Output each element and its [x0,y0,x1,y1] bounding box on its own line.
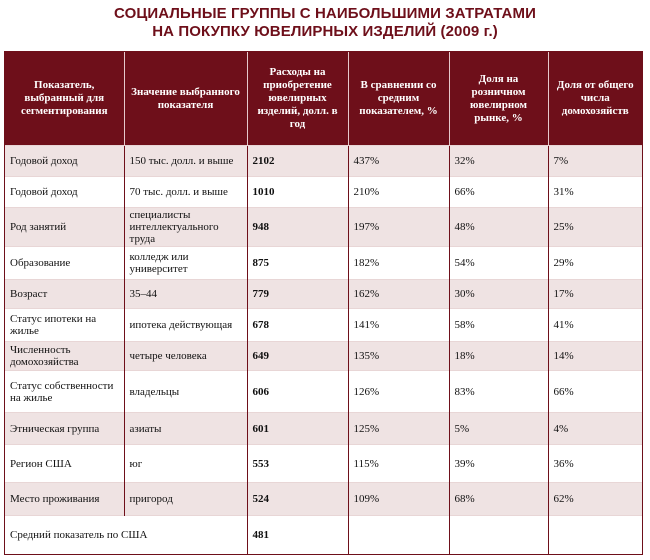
table-row: Статус ипотеки на жилье ипотека действую… [5,308,642,342]
cell-household-share: 62% [547,482,642,516]
footer-empty-cell [547,515,642,554]
jewelry-spending-table-frame: Показатель, выбранный для сегментировани… [4,51,643,555]
cell-expense: 2102 [246,145,348,177]
cell-market-share: 83% [448,370,548,413]
cell-market-share: 32% [448,145,548,177]
table-body: Годовой доход 150 тыс. долл. и выше 2102… [5,145,642,554]
cell-value: 150 тыс. долл. и выше [123,145,247,177]
table-row: Регион США юг 553 115% 39% 36% [5,444,642,483]
cell-expense: 1010 [246,176,348,208]
cell-market-share: 66% [448,176,548,208]
cell-market-share: 54% [448,246,548,280]
cell-indicator: Статус ипотеки на жилье [5,308,124,342]
header-vs-average: В сравнении со средним показателем, % [347,52,449,146]
cell-vs-average: 109% [347,482,449,516]
page-title: СОЦИАЛЬНЫЕ ГРУППЫ С НАИБОЛЬШИМИ ЗАТРАТАМ… [0,0,650,49]
cell-expense: 948 [246,207,348,247]
cell-household-share: 17% [547,279,642,309]
table-row: Род занятий специалисты интеллектуальног… [5,207,642,247]
header-value: Значение выбранного показателя [123,52,247,146]
cell-indicator: Род занятий [5,207,124,247]
cell-value: владельцы [123,370,247,413]
table-row: Возраст 35–44 779 162% 30% 17% [5,279,642,309]
title-line-1: СОЦИАЛЬНЫЕ ГРУППЫ С НАИБОЛЬШИМИ ЗАТРАТАМ… [114,5,536,22]
table-row: Статус собственности на жилье владельцы … [5,370,642,413]
cell-household-share: 7% [547,145,642,177]
footer-empty-cell [448,515,548,554]
cell-value: ипотека действующая [123,308,247,342]
cell-value: колледж или университет [123,246,247,280]
cell-value: юг [123,444,247,483]
jewelry-spending-table: Показатель, выбранный для сегментировани… [5,52,642,554]
cell-value: пригород [123,482,247,516]
cell-indicator: Статус собственности на жилье [5,370,124,413]
cell-vs-average: 126% [347,370,449,413]
cell-expense: 779 [246,279,348,309]
cell-vs-average: 182% [347,246,449,280]
table-row: Численность домохозяйства четыре человек… [5,341,642,371]
cell-indicator: Годовой доход [5,176,124,208]
table-footer-row: Средний показатель по США 481 [5,515,642,554]
cell-value: 35–44 [123,279,247,309]
cell-vs-average: 210% [347,176,449,208]
cell-indicator: Образование [5,246,124,280]
cell-indicator: Численность домохозяйства [5,341,124,371]
header-row: Показатель, выбранный для сегментировани… [5,52,642,146]
cell-expense: 649 [246,341,348,371]
cell-vs-average: 135% [347,341,449,371]
cell-household-share: 4% [547,412,642,445]
title-line-2: НА ПОКУПКУ ЮВЕЛИРНЫХ ИЗДЕЛИЙ (2009 г.) [152,23,498,40]
cell-market-share: 39% [448,444,548,483]
cell-household-share: 36% [547,444,642,483]
cell-value: азиаты [123,412,247,445]
cell-market-share: 18% [448,341,548,371]
table-row: Место проживания пригород 524 109% 68% 6… [5,482,642,516]
cell-indicator: Регион США [5,444,124,483]
footer-empty-cell [347,515,449,554]
table-row: Годовой доход 150 тыс. долл. и выше 2102… [5,145,642,177]
cell-indicator: Место проживания [5,482,124,516]
header-household-share: Доля от общего числа домохозяйств [547,52,642,146]
cell-market-share: 58% [448,308,548,342]
cell-vs-average: 437% [347,145,449,177]
cell-expense: 524 [246,482,348,516]
cell-expense: 606 [246,370,348,413]
cell-vs-average: 141% [347,308,449,342]
footer-expense: 481 [246,515,348,554]
cell-expense: 678 [246,308,348,342]
table-row: Годовой доход 70 тыс. долл. и выше 1010 … [5,176,642,208]
cell-market-share: 30% [448,279,548,309]
footer-label: Средний показатель по США [5,515,247,554]
cell-market-share: 48% [448,207,548,247]
cell-household-share: 29% [547,246,642,280]
cell-expense: 553 [246,444,348,483]
cell-vs-average: 197% [347,207,449,247]
table-row: Образование колледж или университет 875 … [5,246,642,280]
cell-vs-average: 115% [347,444,449,483]
cell-household-share: 41% [547,308,642,342]
cell-value: 70 тыс. долл. и выше [123,176,247,208]
cell-market-share: 68% [448,482,548,516]
header-market-share: Доля на розничном ювелирном рынке, % [448,52,548,146]
header-expense: Расходы на приобретение ювелирных издели… [246,52,348,146]
cell-household-share: 31% [547,176,642,208]
cell-household-share: 25% [547,207,642,247]
cell-household-share: 14% [547,341,642,371]
cell-market-share: 5% [448,412,548,445]
header-indicator: Показатель, выбранный для сегментировани… [5,52,124,146]
cell-indicator: Возраст [5,279,124,309]
cell-vs-average: 162% [347,279,449,309]
cell-vs-average: 125% [347,412,449,445]
cell-indicator: Этническая группа [5,412,124,445]
cell-household-share: 66% [547,370,642,413]
cell-value: специалисты интеллектуального труда [123,207,247,247]
cell-value: четыре человека [123,341,247,371]
cell-indicator: Годовой доход [5,145,124,177]
table-row: Этническая группа азиаты 601 125% 5% 4% [5,412,642,445]
cell-expense: 601 [246,412,348,445]
cell-expense: 875 [246,246,348,280]
